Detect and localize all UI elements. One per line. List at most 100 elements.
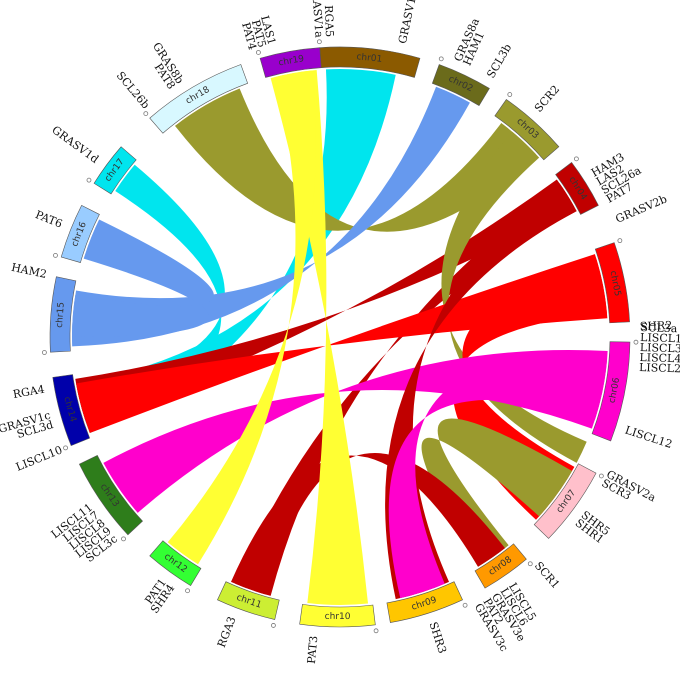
chromosome-arc xyxy=(594,242,630,324)
gene-label: LISCL12 xyxy=(623,424,674,451)
ribbon-chr18-chr03 xyxy=(175,88,537,232)
gene-label-group: RGA3 xyxy=(215,615,239,650)
scale-tick xyxy=(598,473,604,479)
scale-tick xyxy=(373,628,379,634)
chromosome-arc xyxy=(78,454,143,536)
chromosome-arc xyxy=(555,162,599,215)
chromosome-arc xyxy=(259,47,322,78)
scale-tick xyxy=(256,50,261,55)
scale-tick xyxy=(633,339,639,345)
scale-tick xyxy=(143,111,149,117)
chromosome-arc xyxy=(60,204,100,263)
gene-label: LISCL2 xyxy=(639,361,680,375)
scale-tick xyxy=(121,536,126,542)
chromosome-chr05: chr05 xyxy=(594,238,630,324)
gene-label: LISCL1 xyxy=(640,331,680,345)
chromosome-arc xyxy=(52,374,91,447)
gene-label-group: GRASV1a xyxy=(309,0,326,39)
gene-label-group: GRASV1d xyxy=(49,123,101,166)
ribbon-layer xyxy=(72,68,608,605)
scale-tick xyxy=(573,156,579,162)
gene-label: GRASV1d xyxy=(49,123,101,166)
scale-tick xyxy=(507,92,513,97)
gene-label-group: SCR1 xyxy=(532,559,562,591)
chromosome-chr11: chr11 xyxy=(217,581,280,628)
chromosome-arc xyxy=(149,64,249,134)
gene-label-group: SHR2 xyxy=(640,319,673,333)
chromosome-chr02: chr02 xyxy=(431,56,490,106)
scale-tick xyxy=(42,350,47,355)
chromosome-label: chr01 xyxy=(356,52,383,65)
chromosome-chr12: chr12 xyxy=(149,540,202,594)
chromosome-arc xyxy=(217,581,280,620)
gene-label: PAT6 xyxy=(33,208,64,231)
scale-tick xyxy=(617,238,623,244)
gene-label-group: SCR2 xyxy=(532,83,562,115)
scale-tick xyxy=(63,445,68,451)
gene-label-group: SHR3 xyxy=(427,620,449,655)
gene-label: GRASV1b xyxy=(396,0,420,45)
chromosome-chr09: chr09 xyxy=(386,581,468,623)
chromosome-arc xyxy=(494,99,560,161)
chromosome-arc xyxy=(149,540,202,586)
chromosome-arc xyxy=(319,46,421,78)
chromosome-arc xyxy=(93,146,137,195)
ribbon-chr04-chr14 xyxy=(75,179,575,420)
chromosome-chr13: chr13 xyxy=(78,454,143,542)
ribbon-chr05-chr14 xyxy=(76,254,608,434)
scale-tick xyxy=(271,623,276,628)
chromosome-label: chr15 xyxy=(55,302,67,329)
gene-label: LISCL3 xyxy=(640,341,680,355)
chromosome-label: chr19 xyxy=(278,54,305,68)
ribbon-chr08-chr11 xyxy=(230,453,505,595)
scale-tick xyxy=(185,588,190,594)
chromosome-arc xyxy=(299,604,376,628)
chromosome-arc xyxy=(591,341,631,442)
ribbon-chr10-chr19 xyxy=(270,70,369,605)
scale-tick xyxy=(316,39,322,45)
gene-label-group: PAT3 xyxy=(305,635,320,664)
gene-label: SCL3b xyxy=(484,42,514,81)
gene-label-group: SCL3b xyxy=(484,42,514,81)
gene-label-group: SCL26b xyxy=(114,69,152,111)
chromosome-chr15: chr15 xyxy=(42,276,77,355)
gene-label: RGA3 xyxy=(215,615,239,650)
chromosome-chr10: chr10 xyxy=(299,604,379,634)
chromosome-label: chr05 xyxy=(607,270,622,297)
chromosome-arc xyxy=(474,543,527,589)
gene-label-group: HAM2 xyxy=(10,261,48,281)
chromosome-arc xyxy=(49,276,77,353)
scale-tick xyxy=(527,561,533,567)
chromosome-chr08: chr08 xyxy=(474,543,533,589)
gene-label: SCL3a xyxy=(640,321,678,335)
chromosome-chr17: chr17 xyxy=(86,146,137,195)
chromosome-arc xyxy=(533,463,597,539)
gene-label-group: PAT6 xyxy=(33,208,64,231)
gene-label: HAM2 xyxy=(10,261,48,281)
chromosome-label: chr06 xyxy=(607,377,622,405)
gene-label: RGA4 xyxy=(12,383,46,401)
scale-tick xyxy=(438,56,444,62)
gene-label: SHR2 xyxy=(640,319,673,333)
chromosome-arc xyxy=(386,581,463,623)
chromosome-chr01: chr01 xyxy=(316,39,421,78)
gene-label: SCR2 xyxy=(532,83,562,115)
scale-tick xyxy=(462,602,468,608)
ribbon-chr06-chr09 xyxy=(388,358,607,599)
gene-label-group: LISCL12 xyxy=(623,424,674,451)
chromosome-chr18: chr18 xyxy=(143,64,249,134)
gene-label-group: LISCL10 xyxy=(14,443,64,473)
ribbon-chr16-chr15 xyxy=(72,219,214,337)
gene-label: SCR1 xyxy=(532,559,562,591)
gene-label-group: GRASV1b xyxy=(396,0,420,45)
gene-label: SHR3 xyxy=(427,620,449,655)
